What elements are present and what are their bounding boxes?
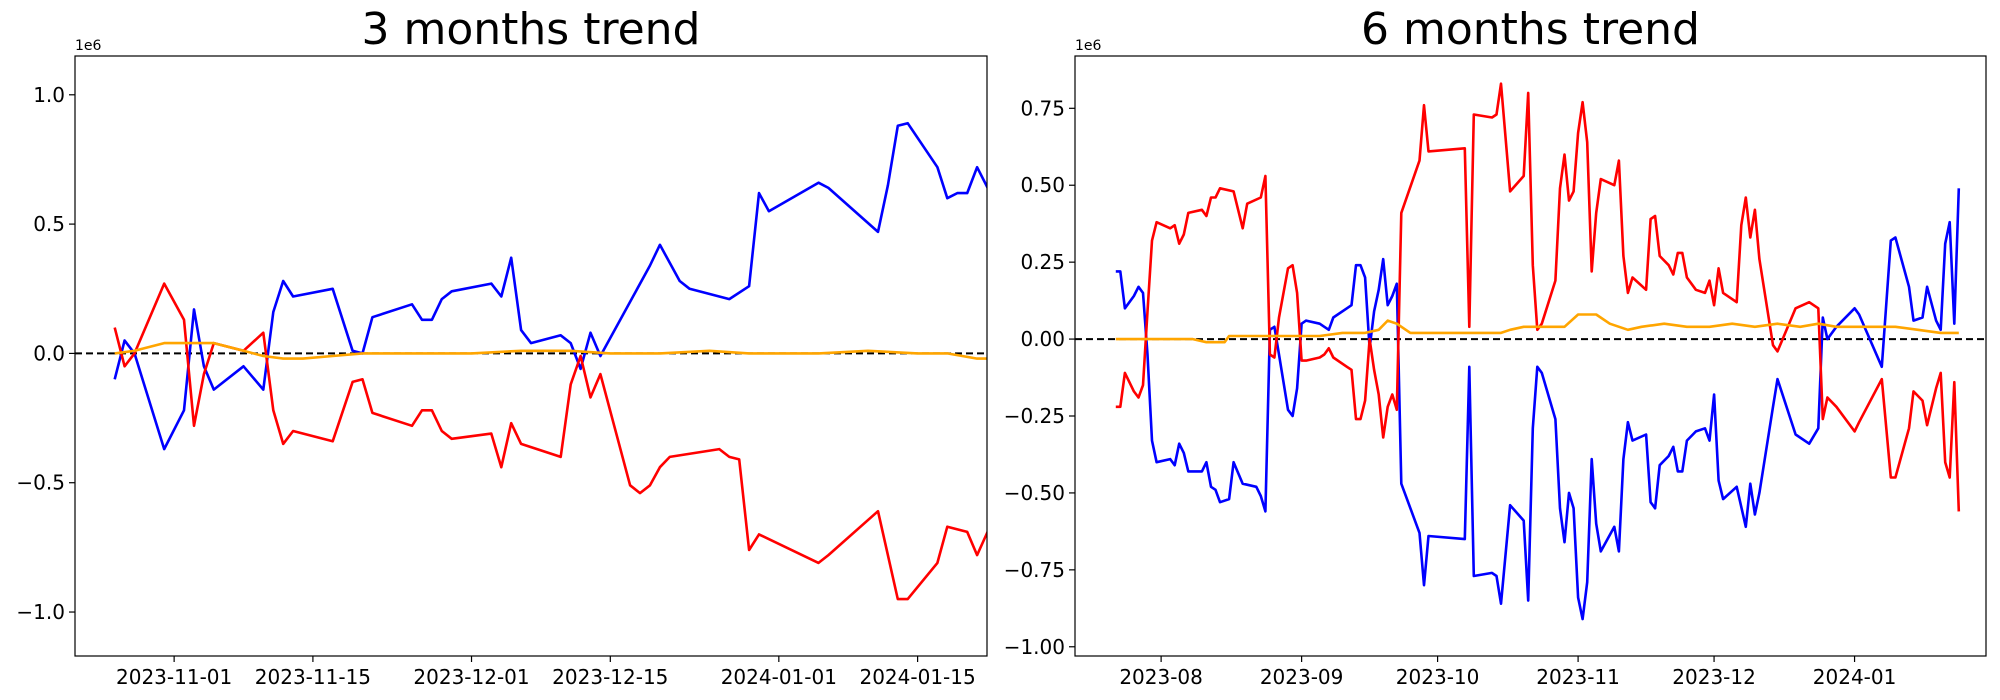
y-axis-offset-label: 1e6 [1075, 38, 1102, 54]
x-tick-label: 2023-12-01 [413, 665, 529, 689]
chart-panel-3-months: 3 months trend 1e6 1.0 0.5 0.0 −0.5 −1.0 2023… [16, 4, 988, 689]
y-tick-label: 1.0 [33, 83, 65, 107]
x-tick-label: 2024-01 [1813, 665, 1897, 689]
chart-title: 6 months trend [1361, 4, 1700, 55]
y-tick-label: 0.5 [33, 212, 65, 236]
axes-frame [1074, 55, 1987, 657]
x-tick-label: 2023-11-01 [116, 665, 232, 689]
x-tick-label: 2023-09 [1260, 665, 1344, 689]
x-tick-label: 2023-12-15 [552, 665, 668, 689]
axes-frame [74, 55, 988, 657]
series-line-2 [114, 341, 987, 360]
x-tick-label: 2023-12 [1672, 665, 1756, 689]
x-tick-label: 2024-01-15 [859, 665, 975, 689]
x-tick-label: 2024-01-01 [721, 665, 837, 689]
series-line-0 [1115, 188, 1961, 621]
y-tick-label: 0.50 [1020, 173, 1065, 197]
y-tick-label: −1.0 [16, 600, 65, 624]
x-tick-label: 2023-11-15 [255, 665, 371, 689]
series-line-2 [1115, 313, 1959, 344]
x-tick-label: 2023-11 [1536, 665, 1620, 689]
y-tick-label: 0.00 [1020, 327, 1065, 351]
y-tick-label: 0.75 [1020, 96, 1065, 120]
y-tick-label: −0.75 [1004, 558, 1065, 582]
series-line-1 [113, 282, 987, 601]
chart-title: 3 months trend [362, 4, 701, 55]
x-tick-label: 2023-08 [1119, 665, 1203, 689]
y-tick-label: 0.25 [1020, 250, 1065, 274]
y-tick-label: −0.25 [1004, 404, 1065, 428]
y-tick-label: −1.00 [1004, 635, 1065, 659]
series-line-1 [1115, 82, 1961, 512]
y-tick-label: −0.5 [16, 471, 65, 495]
y-tick-label: 0.0 [33, 341, 65, 365]
y-tick-label: −0.50 [1004, 481, 1065, 505]
chart-panel-6-months: 6 months trend 1e6 0.75 0.50 0.25 0.00 −0.25… [1004, 4, 1987, 689]
y-axis-offset-label: 1e6 [75, 38, 102, 54]
x-tick-label: 2023-10 [1396, 665, 1480, 689]
